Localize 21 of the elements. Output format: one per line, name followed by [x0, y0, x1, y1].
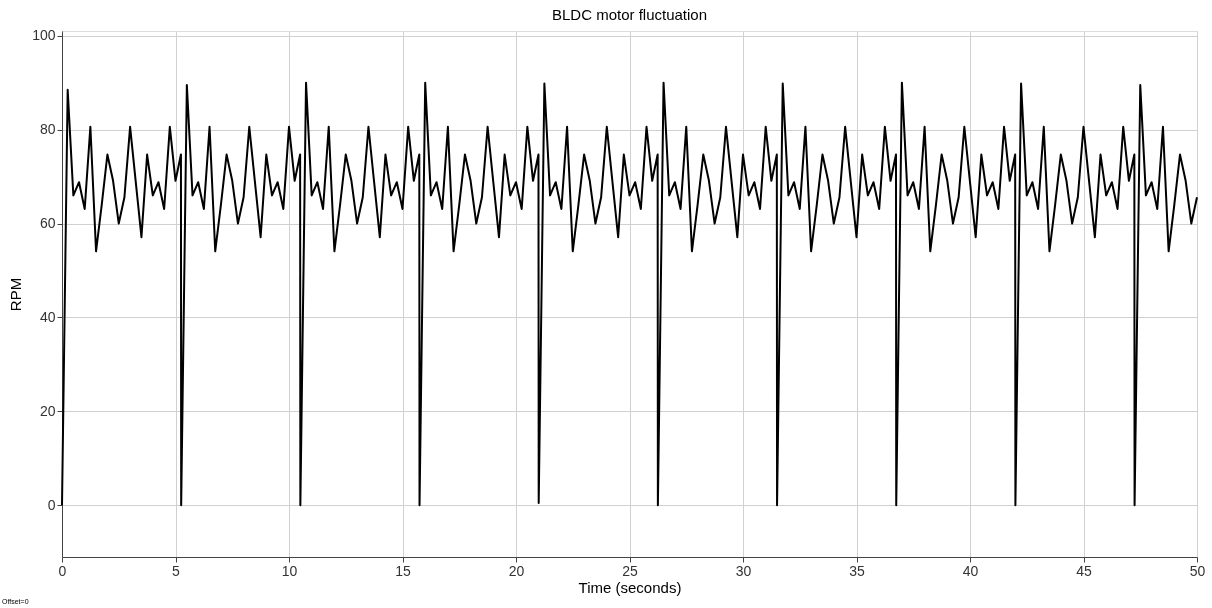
x-tick-label: 35 [849, 562, 865, 579]
y-tick-label: 80 [39, 121, 56, 138]
line-series [61, 81, 1198, 507]
x-tick-label: 10 [281, 562, 298, 579]
x-tick-label: 50 [1189, 562, 1206, 579]
x-tick-label: 0 [58, 562, 67, 579]
x-tick-label: 40 [962, 562, 979, 579]
x-tick-label: 45 [1076, 562, 1092, 579]
y-tick-label: 40 [39, 308, 56, 325]
x-tick-label: 25 [622, 562, 638, 579]
x-axis-title: Time (seconds) [578, 578, 682, 596]
y-tick-label: 100 [32, 27, 56, 44]
y-tick-label: 0 [47, 496, 56, 513]
y-tick-label: 60 [39, 215, 56, 232]
y-axis-title: RPM [7, 277, 25, 312]
x-tick-label: 5 [172, 562, 181, 579]
x-tick-label: 20 [508, 562, 525, 579]
y-tick-label: 20 [39, 402, 56, 419]
x-tick-label: 30 [735, 562, 752, 579]
x-tick-label: 15 [395, 562, 411, 579]
chart-title: BLDC motor fluctuation [551, 5, 708, 23]
